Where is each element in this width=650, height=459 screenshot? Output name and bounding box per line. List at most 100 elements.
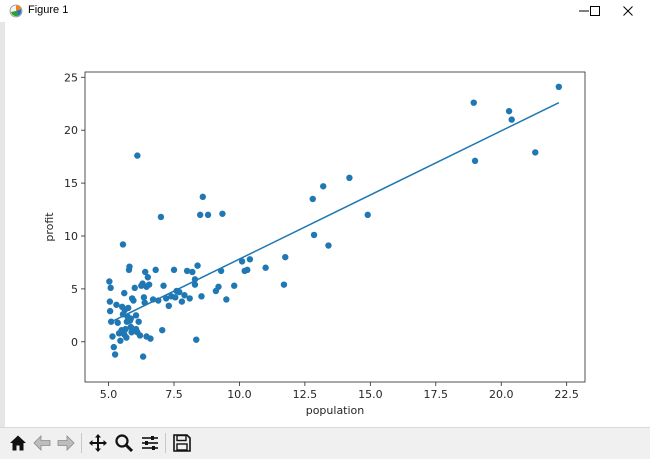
data-point <box>110 343 117 351</box>
data-point <box>231 282 238 289</box>
data-point <box>178 298 186 305</box>
data-point <box>189 268 196 276</box>
save-button[interactable] <box>170 431 194 455</box>
data-point <box>130 297 137 304</box>
navigation-toolbar <box>0 427 650 459</box>
data-point <box>106 278 113 285</box>
y-tick-label: 15 <box>64 177 78 190</box>
pan-button[interactable] <box>86 431 110 455</box>
data-point <box>141 299 148 306</box>
data-point <box>128 329 135 336</box>
data-point <box>127 323 135 331</box>
data-point <box>172 294 179 301</box>
data-point <box>121 289 128 297</box>
data-point <box>223 296 230 303</box>
data-point <box>127 315 135 322</box>
toolbar-separator <box>165 433 166 453</box>
data-point <box>555 83 563 91</box>
regression-line <box>109 102 560 324</box>
window-left-edge <box>0 0 5 458</box>
data-point <box>196 211 204 219</box>
data-point <box>157 213 165 221</box>
y-axis-ticks: 0 5 10 15 20 25 <box>64 71 85 349</box>
x-tick-label: 17.5 <box>424 388 449 401</box>
configure-subplots-icon <box>142 436 158 450</box>
zoom-button[interactable] <box>112 431 136 455</box>
data-point <box>183 267 191 275</box>
data-point <box>134 152 141 159</box>
data-point <box>119 241 127 248</box>
data-point <box>198 293 205 300</box>
data-point <box>165 302 172 310</box>
data-point <box>262 264 269 271</box>
data-point <box>109 333 116 340</box>
data-point <box>215 283 222 290</box>
plot-marks <box>106 83 563 360</box>
x-tick-label: 7.5 <box>165 388 183 401</box>
back-button[interactable] <box>30 431 54 455</box>
y-tick-label: 25 <box>64 71 78 84</box>
scatter-plot: 5.0 7.5 10.0 12.5 15.0 17.5 20.0 22.5 0 5 10 15 20 2… <box>43 71 586 417</box>
data-point <box>144 274 152 281</box>
figure-canvas[interactable]: 5.0 7.5 10.0 12.5 15.0 17.5 20.0 22.5 0 5 10 15 20 2… <box>5 22 650 427</box>
data-point <box>114 319 121 326</box>
data-point <box>131 284 138 292</box>
maximize-icon <box>590 6 600 16</box>
home-icon <box>10 435 26 451</box>
data-point <box>364 211 371 219</box>
data-point <box>320 183 327 190</box>
data-point <box>176 288 183 296</box>
data-point <box>117 337 124 344</box>
data-point <box>123 334 130 341</box>
data-point <box>246 256 254 263</box>
data-point <box>346 174 353 182</box>
data-point <box>159 326 166 334</box>
maximize-button[interactable] <box>573 0 617 22</box>
x-tick-label: 10.0 <box>227 388 252 401</box>
data-point <box>106 307 114 315</box>
data-point <box>162 295 170 302</box>
data-point <box>139 353 147 360</box>
y-tick-label: 10 <box>64 230 78 243</box>
close-icon <box>623 6 633 16</box>
data-point <box>107 284 114 292</box>
data-point <box>194 262 201 269</box>
data-point <box>193 336 200 343</box>
minimize-icon <box>579 10 589 12</box>
data-point <box>113 301 120 308</box>
home-button[interactable] <box>6 431 30 455</box>
y-tick-label: 5 <box>71 283 78 296</box>
data-point <box>149 296 157 303</box>
data-point <box>280 281 288 288</box>
data-point <box>140 294 148 301</box>
data-point <box>471 157 479 165</box>
pan-icon <box>89 434 107 452</box>
toolbar-separator <box>81 433 82 453</box>
window-titlebar[interactable]: Figure 1 <box>0 0 650 22</box>
data-point <box>181 292 188 299</box>
configure-subplots-button[interactable] <box>138 431 162 455</box>
data-point <box>217 267 225 275</box>
close-button[interactable] <box>606 0 650 22</box>
minimize-button[interactable] <box>562 0 606 22</box>
save-icon <box>173 434 191 452</box>
data-point <box>238 258 246 265</box>
data-point <box>532 149 539 156</box>
x-tick-label: 5.0 <box>100 388 118 401</box>
data-point <box>119 311 127 318</box>
forward-button[interactable] <box>54 431 78 455</box>
data-point <box>106 298 114 305</box>
data-point <box>244 266 251 274</box>
y-tick-label: 20 <box>64 124 78 137</box>
axes-frame <box>84 71 586 383</box>
data-point <box>325 242 332 249</box>
matplotlib-icon <box>9 4 23 18</box>
data-point <box>132 325 140 333</box>
data-point <box>470 99 477 106</box>
data-point <box>155 297 162 304</box>
data-point <box>160 282 167 289</box>
data-point <box>204 211 212 219</box>
forward-icon <box>57 435 75 451</box>
data-point <box>508 116 515 123</box>
x-tick-label: 15.0 <box>358 388 383 401</box>
